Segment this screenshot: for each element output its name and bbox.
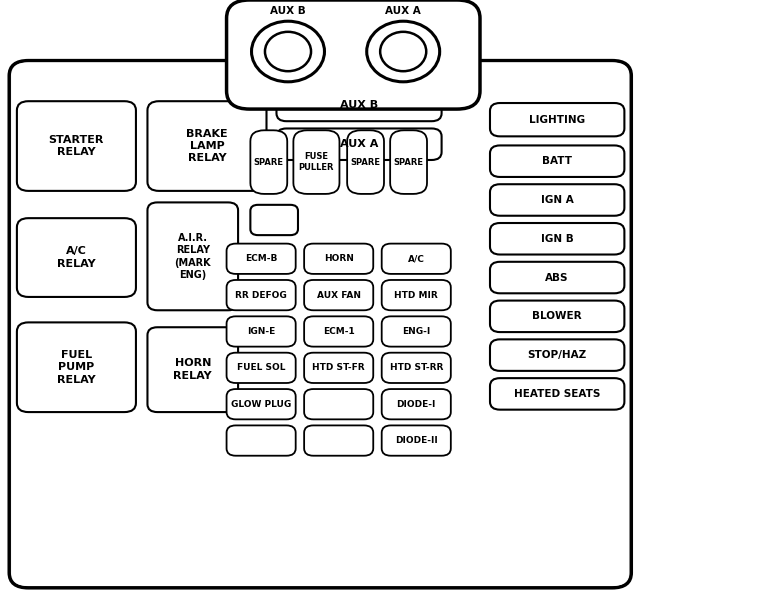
Text: HEATED SEATS: HEATED SEATS — [514, 389, 601, 399]
FancyBboxPatch shape — [293, 130, 339, 194]
FancyBboxPatch shape — [490, 103, 624, 136]
Text: HORN
RELAY: HORN RELAY — [174, 359, 212, 381]
FancyBboxPatch shape — [382, 316, 451, 347]
FancyBboxPatch shape — [382, 353, 451, 383]
Text: AUX FAN: AUX FAN — [316, 291, 361, 299]
FancyBboxPatch shape — [147, 101, 266, 191]
FancyBboxPatch shape — [276, 90, 442, 121]
FancyBboxPatch shape — [382, 280, 451, 310]
Text: FUSE
PULLER: FUSE PULLER — [299, 152, 334, 172]
Text: A.I.R.
RELAY
(MARK
ENG): A.I.R. RELAY (MARK ENG) — [174, 233, 211, 280]
Text: AUX B: AUX B — [340, 101, 378, 110]
FancyBboxPatch shape — [382, 389, 451, 419]
Text: BATT: BATT — [542, 156, 572, 166]
Text: A/C: A/C — [408, 255, 425, 263]
Text: ENG-I: ENG-I — [402, 327, 430, 336]
FancyBboxPatch shape — [17, 101, 136, 191]
Text: STOP/HAZ: STOP/HAZ — [528, 350, 587, 360]
Text: HORN: HORN — [324, 255, 353, 263]
FancyBboxPatch shape — [490, 223, 624, 255]
FancyBboxPatch shape — [490, 184, 624, 216]
FancyBboxPatch shape — [304, 244, 373, 274]
Text: HTD ST-RR: HTD ST-RR — [389, 364, 443, 372]
Text: ECM-B: ECM-B — [245, 255, 277, 263]
FancyBboxPatch shape — [382, 244, 451, 274]
FancyBboxPatch shape — [227, 353, 296, 383]
FancyBboxPatch shape — [382, 425, 451, 456]
Text: IGN B: IGN B — [541, 234, 574, 244]
Text: A/C
RELAY: A/C RELAY — [57, 247, 96, 268]
Text: SPARE: SPARE — [253, 158, 284, 167]
Text: STARTER
RELAY: STARTER RELAY — [48, 135, 104, 157]
FancyBboxPatch shape — [347, 130, 384, 194]
FancyBboxPatch shape — [9, 61, 631, 588]
FancyBboxPatch shape — [17, 218, 136, 297]
FancyBboxPatch shape — [490, 301, 624, 332]
FancyBboxPatch shape — [390, 130, 427, 194]
Text: ABS: ABS — [545, 273, 569, 282]
FancyBboxPatch shape — [227, 244, 296, 274]
Text: ECM-1: ECM-1 — [323, 327, 355, 336]
FancyBboxPatch shape — [490, 262, 624, 293]
Bar — [234, 55, 472, 64]
Text: SPARE: SPARE — [350, 158, 381, 167]
Text: IGN A: IGN A — [541, 195, 574, 205]
Text: BLOWER: BLOWER — [532, 311, 582, 321]
FancyBboxPatch shape — [250, 205, 298, 235]
FancyBboxPatch shape — [250, 130, 287, 194]
FancyBboxPatch shape — [304, 353, 373, 383]
Ellipse shape — [380, 32, 426, 72]
Text: HTD ST-FR: HTD ST-FR — [313, 364, 365, 372]
FancyBboxPatch shape — [490, 339, 624, 371]
Text: RR DEFOG: RR DEFOG — [235, 291, 287, 299]
FancyBboxPatch shape — [304, 425, 373, 456]
FancyBboxPatch shape — [227, 0, 480, 109]
Text: AUX A: AUX A — [386, 6, 421, 16]
FancyBboxPatch shape — [147, 202, 238, 310]
Text: GLOW PLUG: GLOW PLUG — [231, 400, 291, 408]
Text: SPARE: SPARE — [393, 158, 424, 167]
Text: FUEL
PUMP
RELAY: FUEL PUMP RELAY — [57, 350, 96, 385]
FancyBboxPatch shape — [304, 316, 373, 347]
FancyBboxPatch shape — [490, 378, 624, 410]
Text: IGN-E: IGN-E — [247, 327, 275, 336]
Text: DIODE-I: DIODE-I — [396, 400, 436, 408]
FancyBboxPatch shape — [12, 62, 629, 586]
Text: AUX A: AUX A — [340, 139, 378, 149]
FancyBboxPatch shape — [227, 389, 296, 419]
Ellipse shape — [251, 21, 324, 82]
Text: LIGHTING: LIGHTING — [529, 115, 585, 125]
FancyBboxPatch shape — [490, 145, 624, 177]
FancyBboxPatch shape — [17, 322, 136, 412]
FancyBboxPatch shape — [304, 389, 373, 419]
FancyBboxPatch shape — [147, 327, 238, 412]
FancyBboxPatch shape — [227, 425, 296, 456]
Text: HTD MIR: HTD MIR — [395, 291, 438, 299]
FancyBboxPatch shape — [227, 280, 296, 310]
Text: BRAKE
LAMP
RELAY: BRAKE LAMP RELAY — [186, 128, 228, 164]
FancyBboxPatch shape — [227, 316, 296, 347]
Ellipse shape — [265, 32, 311, 72]
Text: FUEL SOL: FUEL SOL — [237, 364, 286, 372]
Ellipse shape — [367, 21, 439, 82]
Text: DIODE-II: DIODE-II — [395, 436, 438, 445]
FancyBboxPatch shape — [276, 128, 442, 160]
FancyBboxPatch shape — [304, 280, 373, 310]
Text: AUX B: AUX B — [270, 6, 306, 16]
